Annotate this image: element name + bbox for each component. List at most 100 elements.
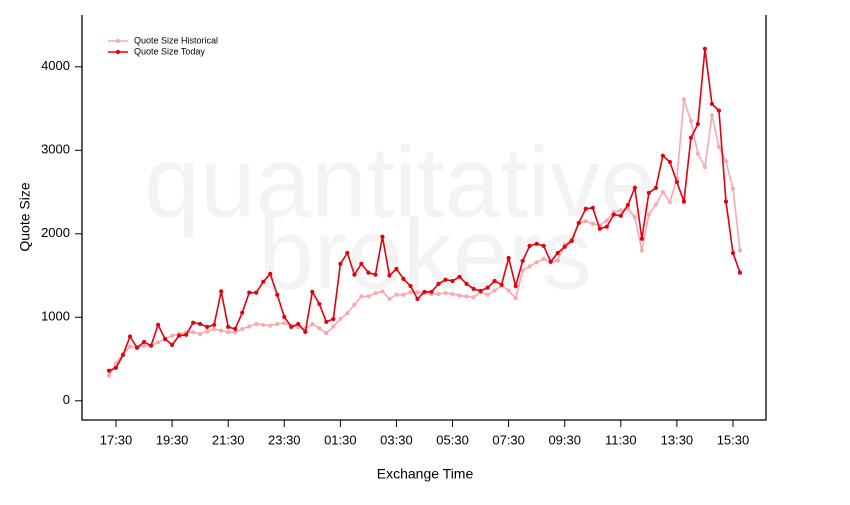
data-point [639,236,644,241]
legend-label: Quote Size Historical [134,35,218,45]
data-point [443,290,448,296]
legend-label: Quote Size Today [134,46,205,56]
data-point [534,260,539,265]
data-point [366,294,371,299]
data-point [268,271,273,276]
data-point [324,319,329,324]
data-point [583,206,588,211]
data-point [247,324,252,329]
data-point [604,224,609,229]
data-point [534,241,539,246]
data-point [457,293,462,298]
data-point [261,279,266,284]
data-point [254,321,259,327]
data-point [478,288,483,294]
data-point [120,352,126,357]
data-point [730,250,736,256]
x-tick-label: 17:30 [100,432,133,447]
data-point [618,208,623,213]
data-point [436,281,441,286]
data-point [429,289,434,294]
data-point [148,343,154,348]
data-point [373,272,378,277]
data-point [422,289,427,294]
x-tick-label: 11:30 [605,432,637,447]
data-point [562,244,567,249]
data-point [555,250,560,256]
data-point [184,332,189,337]
data-point [688,135,694,140]
data-point [702,46,708,51]
data-point [233,326,238,332]
data-point [226,330,231,335]
data-point [450,291,455,297]
data-point [492,288,497,293]
data-point [240,326,245,332]
data-point [282,321,287,326]
data-point [345,311,350,316]
x-tick-label: 09:30 [548,432,581,447]
data-point [723,199,729,204]
data-point [254,290,259,295]
data-point [408,283,413,289]
y-tick-label: 3000 [41,142,70,157]
axis-frame [81,15,767,421]
data-point [450,278,455,284]
data-point [373,290,378,296]
data-point [709,113,715,118]
data-point [541,256,546,261]
data-point [415,290,420,295]
data-point [268,323,273,328]
watermark-text: quantitative [144,126,655,238]
data-point [639,248,644,253]
data-point [275,292,280,297]
data-point [520,268,525,273]
x-tick-label: 01:30 [324,432,357,447]
x-tick-label: 19:30 [156,432,189,447]
data-point [345,250,350,256]
data-point [275,321,280,327]
data-point [352,272,357,277]
data-point [702,164,708,170]
data-point [338,261,343,266]
data-point [317,301,322,307]
data-point [625,202,630,208]
data-point [506,255,511,261]
data-point [219,328,224,333]
data-point [359,294,364,299]
data-point [492,278,497,284]
x-tick-label: 13:30 [661,432,694,447]
data-point [324,331,329,336]
data-point [646,190,651,195]
data-point [205,324,210,329]
data-point [555,258,560,263]
data-point [233,330,238,335]
data-point [737,270,743,275]
data-point [387,273,392,278]
data-point [394,292,399,297]
legend-marker [115,49,121,55]
data-point [240,310,245,315]
data-point [212,322,217,327]
data-point [471,295,476,300]
data-point [464,294,469,299]
data-point [569,238,574,243]
y-tick-label: 1000 [41,309,70,324]
data-point [541,243,546,248]
data-point [177,333,182,338]
x-tick-label: 03:30 [380,432,413,447]
data-point [695,151,701,156]
data-point [205,329,210,334]
x-tick-label: 07:30 [492,432,525,447]
data-point [464,281,469,286]
data-point [127,344,133,349]
data-point [219,289,224,294]
data-point [499,282,504,287]
data-point [709,101,715,107]
data-point [590,205,595,210]
data-point [359,261,364,266]
data-point [695,121,701,127]
data-point [660,189,665,195]
data-point [548,259,553,264]
